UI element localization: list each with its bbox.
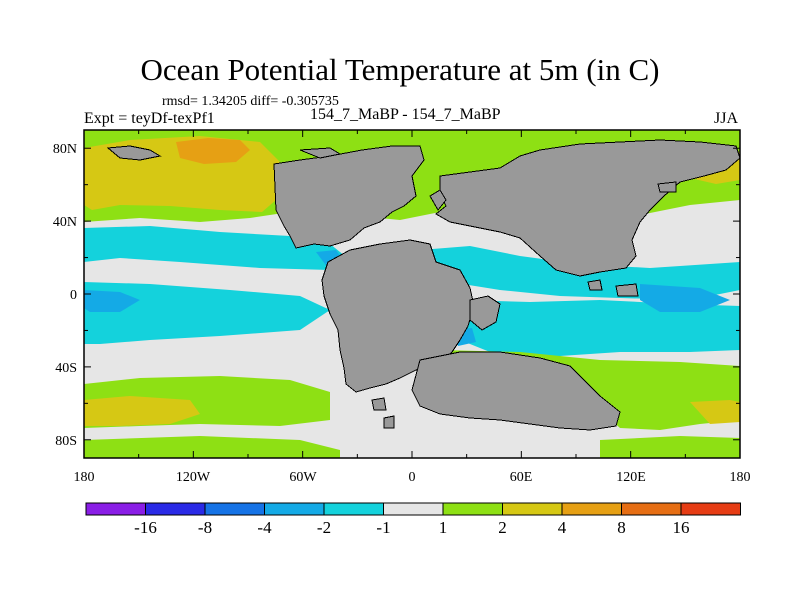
far-south-east-green bbox=[600, 436, 740, 458]
colorbar-box-3 bbox=[264, 502, 325, 516]
colorbar-box-9 bbox=[621, 502, 682, 516]
colorbar-label: -8 bbox=[198, 518, 212, 537]
land-eurasia bbox=[435, 139, 740, 277]
colorbar-label: -16 bbox=[134, 518, 157, 537]
land-small-island-1 bbox=[587, 279, 603, 291]
south-yellow-patch bbox=[84, 396, 200, 426]
x-tick-label: 180 bbox=[730, 470, 751, 485]
colorbar-label: 8 bbox=[617, 518, 626, 537]
land-small-island-4 bbox=[371, 397, 387, 411]
north-cool-band bbox=[84, 226, 350, 270]
y-tick-label: 0 bbox=[70, 288, 77, 303]
y-tick-label: 40S bbox=[55, 361, 77, 376]
x-tick-label: 180 bbox=[74, 470, 95, 485]
colorbar-box-10 bbox=[680, 502, 741, 516]
x-tick-label: 120E bbox=[616, 470, 646, 485]
east-cool-band bbox=[460, 300, 740, 356]
x-tick-label: 60E bbox=[510, 470, 533, 485]
land-masses bbox=[106, 139, 740, 431]
land-africa-east bbox=[469, 295, 501, 331]
map-title: Ocean Potential Temperature at 5m (in C) bbox=[140, 52, 660, 87]
x-tick-label: 120W bbox=[176, 470, 211, 485]
x-tick-label: 60W bbox=[289, 470, 317, 485]
y-tick-label: 80S bbox=[55, 434, 77, 449]
land-small-island-5 bbox=[383, 415, 395, 429]
x-axis-labels: 180 120W 60W 0 60E 120E 180 bbox=[74, 470, 751, 485]
colorbar-box-7 bbox=[502, 502, 563, 516]
colorbar-label: -1 bbox=[376, 518, 390, 537]
season-label: JJA bbox=[714, 110, 739, 127]
x-tick-label: 0 bbox=[409, 470, 416, 485]
colorbar-box-4 bbox=[323, 502, 384, 516]
land-arctic-island bbox=[299, 147, 342, 159]
colorbar-label: 16 bbox=[673, 518, 690, 537]
land-greenland bbox=[106, 145, 162, 161]
colorbar-label: 1 bbox=[439, 518, 448, 537]
map-field bbox=[84, 130, 740, 458]
east-cool-core bbox=[640, 284, 730, 312]
y-tick-label: 40N bbox=[53, 215, 77, 230]
land-antarctic-block bbox=[411, 351, 621, 431]
south-east-yellow-patch bbox=[690, 400, 740, 424]
y-tick-label: 80N bbox=[53, 142, 77, 157]
colorbar-label: -2 bbox=[317, 518, 331, 537]
far-south-green bbox=[84, 436, 340, 458]
north-atlantic-orange bbox=[176, 138, 250, 164]
colorbar-box-8 bbox=[561, 502, 622, 516]
colorbar-box-0 bbox=[85, 502, 146, 516]
equatorial-cool-core bbox=[84, 290, 140, 312]
runs-label: 154_7_MaBP - 154_7_MaBP bbox=[310, 106, 501, 123]
equatorial-cool-band bbox=[84, 282, 330, 344]
colorbar-label: 2 bbox=[498, 518, 507, 537]
y-axis-labels: 80N 40N 0 40S 80S bbox=[53, 142, 77, 449]
land-small-island-3 bbox=[657, 181, 677, 193]
stats-line: rmsd= 1.34205 diff= -0.305735 bbox=[162, 94, 339, 109]
experiment-label: Expt = teyDf-texPf1 bbox=[84, 110, 215, 127]
colorbar-labels: -16 -8 -4 -2 -1 1 2 4 8 16 bbox=[134, 518, 689, 537]
axis-tickmarks bbox=[83, 130, 741, 458]
colorbar-box-1 bbox=[145, 502, 206, 516]
colorbar bbox=[85, 502, 741, 516]
land-europe-peninsula bbox=[429, 189, 447, 211]
land-north-america bbox=[273, 145, 425, 249]
colorbar-box-2 bbox=[204, 502, 265, 516]
colorbar-box-6 bbox=[442, 502, 503, 516]
colorbar-label: -4 bbox=[257, 518, 272, 537]
land-small-island-2 bbox=[615, 283, 639, 297]
colorbar-box-5 bbox=[383, 502, 444, 516]
colorbar-label: 4 bbox=[558, 518, 567, 537]
